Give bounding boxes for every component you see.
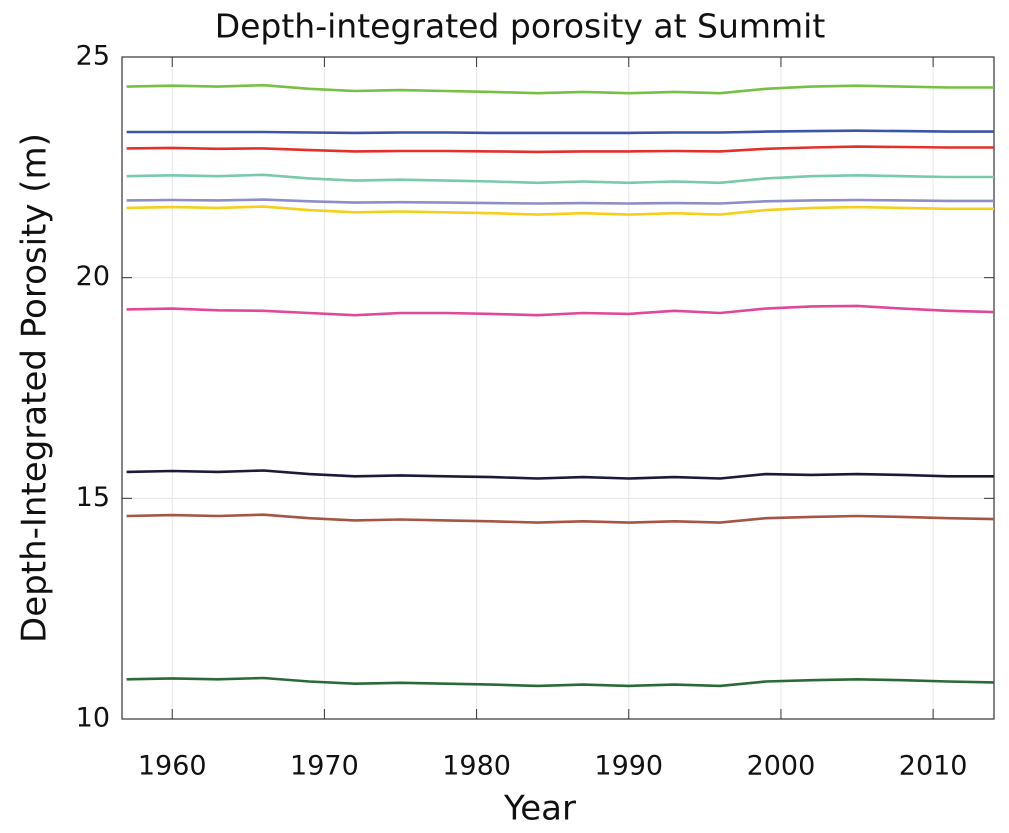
- x-tick-label: 1960: [138, 751, 207, 782]
- series-line: [126, 83, 994, 95]
- x-tick-label: 2000: [747, 751, 816, 782]
- y-tick-label: 10: [76, 703, 110, 734]
- plot-frame: [121, 56, 995, 720]
- series-line: [126, 205, 994, 216]
- x-tick-label: 2010: [899, 751, 968, 782]
- y-tick-label: 20: [76, 261, 110, 292]
- chart-title: Depth-integrated porosity at Summit: [215, 7, 826, 46]
- series-line: [126, 145, 994, 154]
- x-axis-label: Year: [503, 789, 576, 829]
- x-tick-label: 1990: [594, 751, 663, 782]
- x-tick-label: 1970: [290, 751, 359, 782]
- series-line: [126, 198, 994, 205]
- series-line: [126, 469, 994, 480]
- y-tick-label: 15: [76, 482, 110, 513]
- y-axis-label: Depth-Integrated Porosity (m): [15, 133, 55, 643]
- series-line: [126, 129, 994, 135]
- x-tick-label: 1980: [442, 751, 511, 782]
- series-line: [126, 676, 995, 688]
- y-tick-label: 25: [76, 41, 110, 72]
- series-line: [126, 173, 994, 185]
- series-line: [126, 304, 995, 317]
- series-line: [126, 513, 995, 524]
